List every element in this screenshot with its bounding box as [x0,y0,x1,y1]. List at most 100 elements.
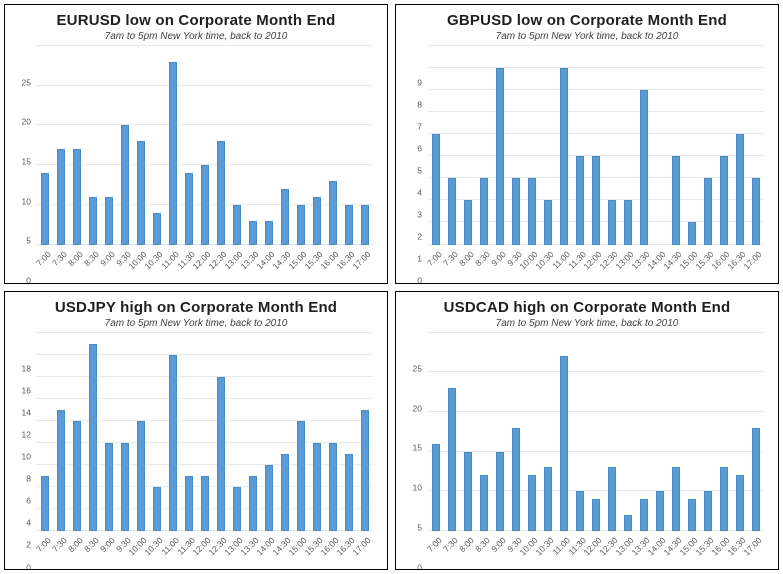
bar-column [540,333,556,531]
bar-column [476,333,492,531]
bar [448,388,456,531]
bar-column [652,46,668,245]
bar [297,204,305,245]
chart-subtitle: 7am to 5pm New York time, back to 2010 [104,31,288,42]
bar-column [197,333,213,531]
plot-stack: 7:00 7:30 8:00 8:30 9:00 9:30 10:00 10:30 11:00 1… [34,331,381,568]
bar-column [620,333,636,531]
chart-region: 0 1 2 3 4 5 6 7 8 9 7:00 7:30 8:00 8:30 9:00 9:30 10:00… [402,45,772,283]
y-tick-label: 16 [21,385,31,396]
bar-column [460,46,476,245]
bar [736,134,744,245]
x-tick-cell: 9:00 [489,531,508,567]
bar-column [261,46,277,245]
bar [432,443,440,531]
gridline [37,353,373,355]
bar-column [309,333,325,531]
chart-panel-usdjpy-high: USDJPY high on Corporate Month End 7am t… [4,290,388,570]
x-tick-label: 7:30 [441,535,460,555]
bar [544,200,552,245]
gridline [37,419,373,421]
x-tick-cell: 8:00 [457,531,476,567]
bar-column [133,46,149,245]
bar [153,486,161,531]
gridline [428,450,764,452]
bar [576,156,584,245]
gridline [428,331,764,333]
x-tick-label: 8:30 [82,535,101,555]
bar-column [524,333,540,531]
bar-column [101,333,117,531]
x-tick-cell: 7:30 [441,245,460,281]
bar [281,188,289,245]
bar [640,90,648,245]
x-axis: 7:00 7:30 8:00 8:30 9:00 9:30 10:00 10:30 11:00 1… [34,245,373,281]
y-tick-label: 20 [412,402,422,413]
x-tick-cell: 9:00 [489,245,508,281]
x-tick-label: 9:00 [489,535,508,555]
gridline [37,45,373,46]
y-tick-label: 1 [417,253,422,264]
bar-column [245,333,261,531]
bar-column [53,46,69,245]
bar [329,180,337,245]
bar-column [69,333,85,531]
y-tick-label: 10 [21,195,31,206]
bar [249,475,257,531]
chart-title: GBPUSD low on Corporate Month End [447,12,727,29]
plot-stack: 7:00 7:30 8:00 8:30 9:00 9:30 10:00 10:30 11:00 1… [34,45,381,281]
bar [464,200,472,245]
bar [560,68,568,245]
bar [448,178,456,245]
bar-column [444,46,460,245]
gridline [37,441,373,443]
bar [169,354,177,531]
bar-column [325,333,341,531]
bar-column [572,333,588,531]
y-axis: 0 2 4 6 8 10 12 14 16 18 [11,333,37,569]
bar [608,467,616,531]
gridline [428,410,764,412]
bar [169,61,177,245]
bar [57,409,65,531]
bar [41,475,49,531]
bar [185,173,193,245]
x-tick-cell: 7:00 [425,245,444,281]
bar-column [700,46,716,245]
bar-column [716,46,732,245]
x-tick-label: 8:00 [457,248,476,268]
bar [121,442,129,531]
bar-column [588,333,604,531]
bar-column [341,333,357,531]
bar-column [37,46,53,245]
x-tick-label: 8:00 [66,248,85,268]
x-tick-label: 8:00 [66,535,85,555]
x-tick-cell: 8:00 [457,245,476,281]
x-tick-cell: 17:00 [351,531,373,567]
bar-column [716,333,732,531]
x-tick-label: 9:00 [98,535,117,555]
bar-column [684,333,700,531]
x-tick-label: 7:30 [50,248,69,268]
bar-column [652,333,668,531]
bar [640,499,648,531]
x-tick-label: 7:30 [50,535,69,555]
bar [217,141,225,245]
bar-column [732,46,748,245]
bar [688,222,696,245]
bar [73,420,81,531]
bar [576,491,584,531]
bar [432,134,440,245]
y-tick-label: 3 [417,209,422,220]
bar-column [357,333,373,531]
x-tick-label: 7:30 [441,248,460,268]
bar [672,156,680,245]
x-tick-cell: 7:00 [425,531,444,567]
y-tick-label: 5 [417,522,422,533]
chart-region: 0 2 4 6 8 10 12 14 16 18 7:00 7:30 8:00 8:30 9:00 9:30… [11,331,381,569]
bar [624,515,632,531]
chart-subtitle: 7am to 5pm New York time, back to 2010 [495,317,679,329]
x-tick-label: 7:00 [34,248,53,268]
bar-column [428,333,444,531]
x-tick-cell: 17:00 [742,531,764,567]
